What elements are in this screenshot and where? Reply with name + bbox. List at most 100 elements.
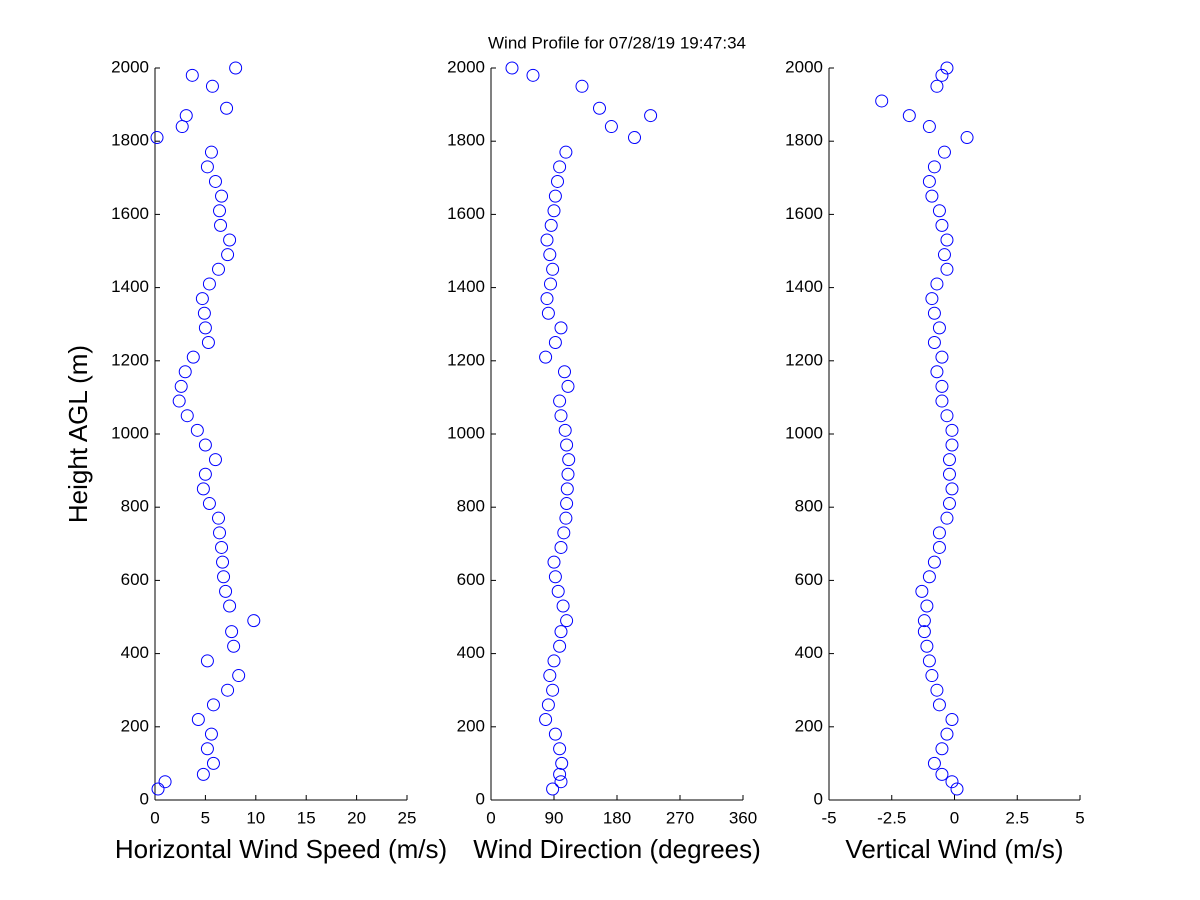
y-tick-label: 400 [121, 643, 149, 662]
point [922, 570, 936, 584]
point [227, 639, 241, 653]
point [175, 120, 189, 134]
point [932, 526, 946, 540]
point [190, 423, 204, 437]
point [200, 160, 214, 174]
point [930, 683, 944, 697]
point [191, 712, 205, 726]
point [221, 683, 235, 697]
point [543, 248, 557, 262]
point [547, 555, 561, 569]
y-tick-label: 1400 [111, 277, 149, 296]
x-tick-label: 25 [398, 808, 417, 827]
point [945, 712, 959, 726]
x-tick-label: 360 [729, 808, 757, 827]
point [556, 599, 570, 613]
point [942, 497, 956, 511]
point [554, 409, 568, 423]
point [935, 68, 949, 82]
y-tick-label: 400 [457, 643, 485, 662]
point [548, 727, 562, 741]
point [915, 584, 929, 598]
point [925, 669, 939, 683]
point [198, 467, 212, 481]
point [935, 350, 949, 364]
point [559, 511, 573, 525]
point [920, 639, 934, 653]
point [593, 101, 606, 115]
point [927, 160, 941, 174]
point [920, 599, 934, 613]
point [945, 482, 959, 496]
point [215, 540, 229, 554]
point [150, 131, 164, 145]
y-tick-label: 600 [121, 570, 149, 589]
point [526, 68, 540, 82]
point [560, 614, 574, 628]
x-tick-label: -5 [821, 808, 836, 827]
x-axis-label: Vertical Wind (m/s) [845, 834, 1063, 864]
x-tick-label: 10 [246, 808, 265, 827]
x-tick-label: 15 [297, 808, 316, 827]
point [548, 189, 562, 203]
x-axis-label: Horizontal Wind Speed (m/s) [115, 834, 447, 864]
point [540, 233, 554, 247]
point [554, 321, 568, 335]
point [201, 336, 215, 349]
point [561, 467, 575, 481]
point [196, 482, 210, 496]
point [922, 174, 936, 188]
y-tick-label: 200 [457, 716, 485, 735]
x-tick-label: 5 [201, 808, 210, 827]
point [214, 218, 228, 232]
point [940, 262, 954, 276]
point [554, 625, 568, 639]
point [932, 698, 946, 712]
point [196, 767, 210, 781]
point [930, 365, 944, 379]
point [561, 379, 575, 393]
point [215, 189, 229, 203]
point [945, 423, 959, 437]
point [927, 336, 941, 349]
y-tick-label: 1200 [111, 350, 149, 369]
point [922, 120, 936, 134]
point [206, 698, 220, 712]
y-tick-label: 1400 [447, 277, 485, 296]
point [195, 292, 209, 306]
point [960, 131, 974, 145]
y-tick-label: 1800 [111, 131, 149, 150]
point [575, 79, 589, 93]
point [940, 233, 954, 247]
point [922, 654, 936, 668]
point [559, 145, 573, 159]
point [927, 306, 941, 320]
point [942, 453, 956, 467]
y-tick-label: 200 [795, 716, 823, 735]
point [204, 727, 218, 741]
point [200, 654, 214, 668]
point [940, 61, 954, 75]
point [200, 742, 214, 756]
y-tick-label: 0 [476, 789, 485, 808]
x-tick-label: 0 [486, 808, 495, 827]
point [554, 540, 568, 554]
point [174, 379, 188, 393]
x-tick-label: 0 [950, 808, 959, 827]
point [229, 61, 243, 75]
point [927, 555, 941, 569]
point [172, 394, 186, 408]
point [553, 394, 567, 408]
point [541, 306, 555, 320]
point [544, 218, 558, 232]
point [937, 145, 951, 159]
point [875, 94, 889, 108]
point [553, 160, 567, 174]
point [940, 511, 954, 525]
point [208, 174, 222, 188]
point [925, 292, 939, 306]
point [213, 204, 227, 218]
point [940, 727, 954, 741]
point [541, 698, 555, 712]
